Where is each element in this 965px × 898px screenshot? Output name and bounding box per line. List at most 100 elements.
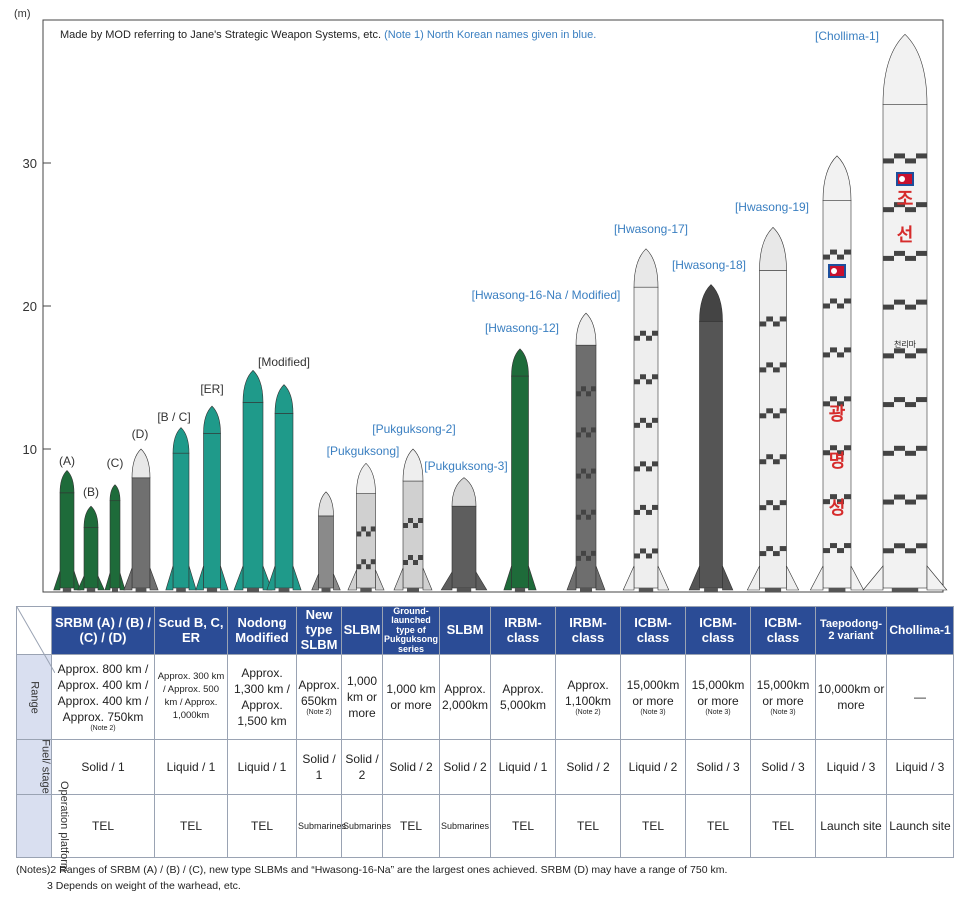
checker-mark [366, 564, 371, 570]
col-srbm: SRBM (A) / (B) / (C) / (D) [51, 605, 155, 656]
missile-label: (D) [132, 427, 149, 441]
range-value: Approx. 5,000km [499, 681, 547, 712]
range-cell: Approx. 1,100km (Note 2) [555, 654, 621, 740]
missile-fin [311, 573, 319, 591]
platform-cell: TEL [685, 793, 751, 859]
missile-bar [503, 348, 537, 592]
col-icbm-2: ICBM-class [685, 605, 751, 656]
checker-mark [591, 427, 596, 433]
checker-mark [883, 353, 894, 359]
rocket-marking: 선 [897, 225, 914, 245]
checker-mark [576, 473, 581, 479]
missile-label: (C) [107, 456, 124, 470]
missile-fin [292, 565, 302, 591]
missile-fin [266, 565, 276, 591]
missile-body [402, 480, 424, 589]
checker-mark [883, 450, 894, 456]
col-irbm-1: IRBM-class [490, 605, 556, 656]
checker-mark [766, 408, 773, 414]
missile-nozzle [360, 588, 372, 592]
checker-mark [916, 153, 927, 159]
checker-mark [905, 304, 916, 310]
checker-mark [830, 396, 837, 402]
missile-label: [Hwasong-19] [735, 200, 809, 214]
missile-bar [809, 155, 865, 592]
checker-mark [652, 374, 658, 380]
checker-mark [837, 254, 844, 260]
missile-bar [622, 248, 670, 592]
missile-fin [786, 565, 800, 591]
fuel-cell: Liquid / 1 [154, 738, 228, 795]
range-value: Approx. 2,000km [441, 681, 489, 712]
checker-mark [894, 250, 905, 256]
missile-fin [220, 565, 229, 591]
checker-mark [766, 316, 773, 322]
missile-size-chart: (m) 10 20 30 Made by MOD referring to Jane… [14, 8, 948, 593]
checker-mark [883, 207, 894, 213]
range-cell: — [886, 654, 954, 740]
checker-mark [883, 255, 894, 261]
checker-mark [844, 249, 851, 255]
missile-nozzle [135, 588, 147, 592]
missile-bar [53, 470, 81, 592]
platform-cell: TEL [51, 793, 155, 859]
missile-nose [451, 477, 477, 507]
checker-mark [905, 450, 916, 456]
checker-mark [366, 531, 371, 537]
checker-mark [894, 397, 905, 403]
fuel-cell: Liquid / 1 [490, 738, 556, 795]
missile-fin [722, 565, 734, 591]
range-value: Approx. 800 km / Approx. 400 km / Approx… [57, 661, 149, 725]
missile-nose [172, 427, 190, 454]
missile-label: [Pukguksong-3] [424, 459, 507, 473]
missile-fin [809, 565, 824, 591]
rocket-marking: 성 [829, 498, 846, 518]
missile-fin [195, 565, 204, 591]
missile-fin [528, 565, 537, 591]
checker-mark [586, 432, 591, 438]
checker-mark [779, 454, 787, 460]
checker-mark [916, 348, 927, 354]
missile-body [451, 505, 477, 589]
checker-mark [413, 523, 418, 528]
fuel-cell: Solid / 1 [296, 738, 342, 795]
table-header-row: SRBM (A) / (B) / (C) / (D) Scud B, C, ER… [16, 605, 954, 673]
chollima-logo-text: 천리마 [894, 339, 917, 349]
col-chollima: Chollima-1 [886, 605, 954, 656]
range-note: (Note 2) [575, 709, 601, 717]
platform-cell: Submarines [296, 793, 346, 859]
checker-mark [418, 518, 423, 523]
checker-mark [823, 352, 830, 358]
range-value: Approx. 650km [298, 677, 340, 709]
missile-label: [Hwasong-17] [614, 222, 688, 236]
checker-mark [759, 413, 767, 419]
checker-mark [844, 396, 851, 402]
fuel-cell: Liquid / 1 [227, 738, 297, 795]
missile-nozzle [112, 588, 118, 592]
platform-cell: TEL [490, 793, 556, 859]
checker-mark [830, 543, 837, 549]
platform-cell: TEL [382, 793, 440, 859]
checker-mark [646, 466, 652, 472]
missile-fin [422, 567, 433, 591]
missile-fin [123, 567, 133, 591]
checker-mark [837, 548, 844, 554]
col-ground-pukguksong: Ground-launched type of Pukguksong serie… [382, 605, 440, 656]
missile-body [203, 432, 221, 589]
checker-mark [646, 553, 652, 559]
range-cell: 1,000 km or more [341, 654, 383, 740]
missile-bar [195, 405, 229, 592]
fuel-cell: Solid / 2 [382, 738, 440, 795]
range-value: 15,000km or more [691, 677, 745, 709]
checker-mark [916, 397, 927, 403]
blue-names-note: (Note 1) North Korean names given in blu… [384, 29, 596, 41]
missile-body [356, 493, 376, 589]
checker-mark [591, 386, 596, 392]
note-2: (Notes)2 Ranges of SRBM (A) / (B) / (C),… [16, 864, 728, 876]
checker-mark [830, 445, 837, 451]
missile-nose [759, 226, 787, 271]
missile-bar [104, 484, 126, 592]
missile-nose [59, 470, 75, 494]
checker-mark [581, 509, 586, 515]
checker-mark [576, 432, 581, 438]
